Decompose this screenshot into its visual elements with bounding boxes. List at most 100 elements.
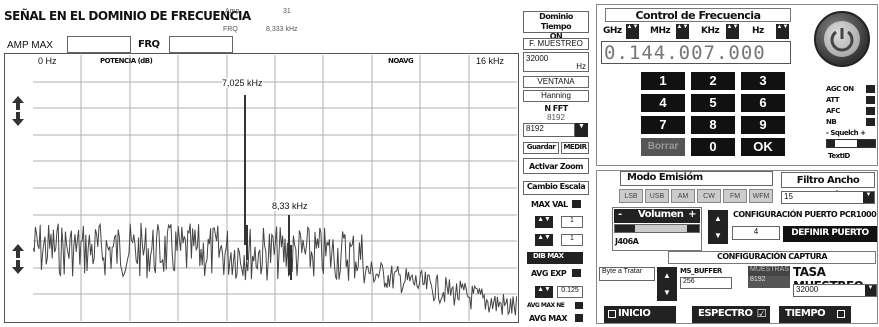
mhz-stepper-icon[interactable]: ▲▼	[676, 24, 689, 39]
guardar-button[interactable]: Guardar	[523, 142, 559, 154]
mode-usb[interactable]: USB	[645, 189, 669, 203]
afc-label: AFC	[826, 107, 840, 115]
avg-field[interactable]: 0.125	[557, 286, 583, 298]
volumen-fill	[615, 225, 635, 232]
muestreo-field[interactable]: 32000 Hz	[523, 52, 589, 72]
medir-button[interactable]: MEDIR	[561, 142, 589, 154]
chevron-down-icon[interactable]: ▼	[865, 285, 876, 296]
afc-toggle[interactable]	[866, 107, 875, 115]
khz-stepper-icon[interactable]: ▲▼	[726, 24, 739, 39]
stepper3-icon[interactable]: ▲▼	[535, 286, 553, 298]
tasa-select[interactable]: 32000 ▼	[793, 284, 877, 297]
key-4[interactable]: 4	[641, 94, 685, 112]
inicio-button[interactable]: INICIO	[604, 306, 676, 323]
key-7[interactable]: 7	[641, 116, 685, 134]
mode-wfm[interactable]: WFM	[749, 189, 773, 203]
squelch-thumb[interactable]	[835, 140, 857, 147]
ventana-label: VENTANA	[523, 76, 589, 88]
frq-field[interactable]	[169, 36, 233, 53]
agc-toggle[interactable]	[866, 85, 875, 93]
key-0[interactable]: 0	[691, 138, 735, 156]
peak1-label: 7,025 kHz	[222, 78, 263, 88]
byte-stepper-icon[interactable]: ▲ ▼	[657, 267, 677, 301]
x-end-label: 16 kHz	[476, 56, 505, 66]
avg-max-label: AVG MAX	[529, 314, 568, 323]
key-9[interactable]: 9	[741, 116, 785, 134]
zoom-button[interactable]: Activar Zoom	[523, 158, 589, 174]
cambio-escala-button[interactable]: Cambio Escala	[523, 181, 589, 195]
muestras-label: MUESTRAS	[748, 266, 790, 276]
key-1[interactable]: 1	[641, 72, 685, 90]
muestreo-label: F. MUESTREO	[523, 38, 589, 50]
nb-label: NB	[826, 118, 837, 126]
byte-field[interactable]: Byte a Tratar	[599, 267, 655, 281]
key-2[interactable]: 2	[691, 72, 735, 90]
freq-control-panel	[596, 4, 878, 166]
key-6[interactable]: 6	[741, 94, 785, 112]
puerto-stepper-icon[interactable]: ▲ ▼	[708, 210, 728, 244]
scale-top-arrows-icon[interactable]	[8, 94, 28, 128]
avg-max-ne-label: AVG MAX NE	[527, 302, 565, 309]
hz-stepper-icon[interactable]: ▲▼	[776, 24, 789, 39]
spectrum-svg	[32, 55, 518, 321]
ghz-stepper-icon[interactable]: ▲▼	[626, 24, 639, 39]
muestras-field[interactable]: 8192	[748, 276, 790, 288]
key-8[interactable]: 8	[691, 116, 735, 134]
ventana-select[interactable]: Hanning	[523, 90, 589, 102]
volumen-bar[interactable]: - Volumen +	[614, 209, 700, 223]
amp-max-field[interactable]	[67, 36, 131, 53]
chevron-down-icon[interactable]: ▼	[863, 192, 874, 203]
lower-panel	[596, 170, 878, 324]
definir-puerto-button[interactable]: DEFINIR PUERTO	[783, 226, 877, 242]
freq-control-title: Control de Frecuencia	[605, 8, 791, 22]
tiempo-button[interactable]: TIEMPO	[779, 306, 851, 323]
control-column: Dominio Tiempo ON F. MUESTREO 32000 Hz VE…	[523, 5, 589, 323]
puerto-field[interactable]: 4	[732, 226, 780, 240]
stepper1-icon[interactable]: ▲▼	[535, 216, 553, 228]
volumen-slider[interactable]	[614, 224, 700, 233]
page-title: SEÑAL EN EL DOMINIO DE FRECUENCIA	[4, 9, 251, 23]
mode-label: NOAVG	[388, 57, 414, 65]
ms-buffer-field[interactable]: 256	[680, 277, 732, 289]
frq-readout-label: FRQ	[223, 26, 238, 33]
espectro-checkbox[interactable]: ☑	[756, 307, 767, 320]
chevron-down-icon[interactable]: ▼	[575, 123, 588, 137]
mode-cw[interactable]: CW	[697, 189, 721, 203]
frq-readout-value: 8,333 kHz	[266, 26, 298, 33]
tiempo-checkbox[interactable]	[837, 310, 845, 318]
filtro-title: Filtro Ancho Banda	[781, 172, 875, 201]
avg-max-ne-indicator[interactable]	[575, 302, 583, 309]
field-1[interactable]: 1	[561, 216, 583, 228]
amp-max-label: AMP MAX	[7, 40, 53, 51]
key-borrar[interactable]: Borrar	[641, 138, 685, 156]
nb-toggle[interactable]	[866, 118, 875, 126]
mode-lsb[interactable]: LSB	[619, 189, 643, 203]
power-button[interactable]	[814, 11, 870, 67]
dominio-tiempo-button[interactable]: Dominio Tiempo ON	[523, 11, 589, 41]
espectro-button[interactable]: ESPECTRO ☑	[692, 306, 770, 323]
field-2[interactable]: 1	[561, 234, 583, 246]
squelch-slider[interactable]	[826, 139, 876, 148]
volumen-thumb[interactable]	[687, 225, 699, 232]
dib-max-button[interactable]: DIB MAX	[527, 252, 583, 264]
stepper2-icon[interactable]: ▲▼	[535, 234, 553, 246]
nfft-select[interactable]: 8192 ▼	[523, 123, 588, 137]
spectrum-trace	[32, 222, 518, 316]
volumen-panel	[612, 207, 702, 251]
att-toggle[interactable]	[866, 96, 875, 104]
avg-max-indicator[interactable]	[575, 314, 583, 322]
volumen-device: J406A	[615, 237, 639, 246]
scale-bottom-arrows-icon[interactable]	[8, 242, 28, 276]
key-ok[interactable]: OK	[741, 138, 785, 156]
amp-value: 31	[283, 8, 291, 15]
key-5[interactable]: 5	[691, 94, 735, 112]
mode-fm[interactable]: FM	[723, 189, 747, 203]
frequency-display[interactable]: 0.144.007.000	[601, 41, 791, 64]
filtro-select[interactable]: 15 ▼	[781, 191, 875, 204]
mode-am[interactable]: AM	[671, 189, 695, 203]
avg-exp-indicator[interactable]	[572, 269, 581, 277]
squelch-label: - Squelch +	[826, 129, 866, 137]
inicio-checkbox[interactable]	[608, 310, 616, 318]
key-3[interactable]: 3	[741, 72, 785, 90]
max-val-indicator[interactable]	[572, 200, 581, 208]
